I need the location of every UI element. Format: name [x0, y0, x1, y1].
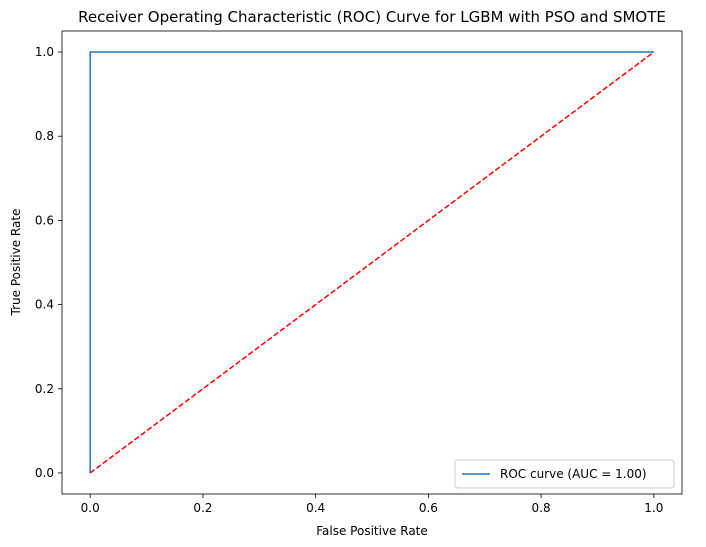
legend-box: [454, 459, 675, 489]
chance-diagonal-line: [89, 51, 655, 474]
y-tick-label: 0.8: [35, 129, 54, 143]
plot-frame: [61, 30, 683, 495]
x-tick-label: 0.4: [306, 501, 325, 515]
y-tick-label: 1.0: [35, 45, 54, 59]
legend-label-roc: ROC curve (AUC = 1.00): [500, 467, 647, 481]
y-axis: 0.0 0.2 0.4 0.6 0.8 1.0: [35, 45, 62, 480]
legend: ROC curve (AUC = 1.00): [454, 459, 675, 489]
y-tick-label: 0.2: [35, 382, 54, 396]
y-axis-label: True Positive Rate: [9, 209, 23, 317]
roc-curve-line: [89, 51, 654, 473]
series-layer: [89, 51, 655, 474]
x-tick-label: 0.2: [193, 501, 212, 515]
x-axis-label: False Positive Rate: [316, 524, 428, 538]
y-tick-label: 0.0: [35, 466, 54, 480]
x-tick-label: 0.8: [532, 501, 551, 515]
x-tick-label: 0.0: [81, 501, 100, 515]
x-axis: 0.0 0.2 0.4 0.6 0.8 1.0: [81, 494, 663, 515]
x-tick-label: 0.6: [419, 501, 438, 515]
y-tick-label: 0.4: [35, 298, 54, 312]
y-tick-label: 0.6: [35, 213, 54, 227]
chart-title: Receiver Operating Characteristic (ROC) …: [78, 8, 666, 26]
x-tick-label: 1.0: [644, 501, 663, 515]
